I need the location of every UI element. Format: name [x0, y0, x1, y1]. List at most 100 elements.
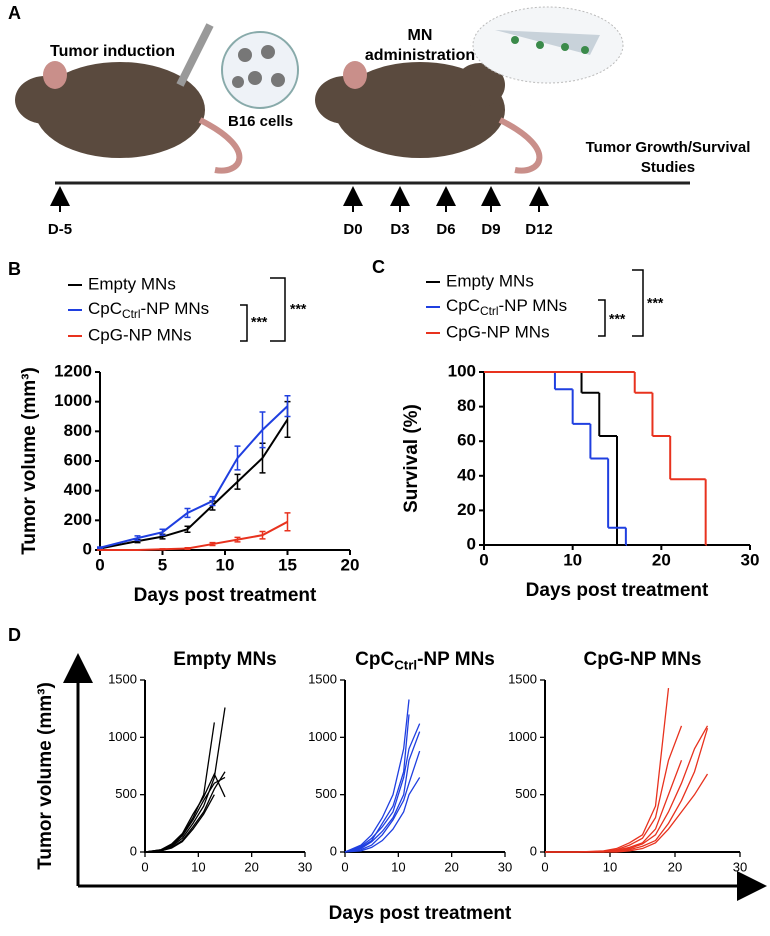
significance: *** [609, 311, 626, 327]
x-tick-label: 0 [141, 859, 148, 874]
y-tick-label: 1200 [54, 361, 92, 380]
error-bar [234, 473, 241, 490]
data-line [344, 777, 421, 853]
y-tick-label: 400 [64, 480, 92, 499]
y-tick-label: 0 [467, 534, 476, 553]
data-line [545, 760, 683, 853]
panel-label: B [8, 259, 21, 279]
y-tick-label: 100 [448, 361, 476, 380]
y-tick-label: 1000 [508, 729, 537, 744]
data-line [344, 699, 410, 853]
axis [144, 680, 305, 853]
axis [99, 372, 350, 551]
data-line [545, 725, 709, 853]
timepoint-label: D3 [390, 221, 409, 238]
x-tick-label: 20 [652, 550, 671, 569]
data-line [99, 405, 289, 549]
chart-title-part: -NP MNs [417, 649, 495, 670]
y-tick-label: 40 [457, 465, 476, 484]
y-axis-label: Survival (%) [401, 404, 422, 513]
y-tick-label: 200 [64, 510, 92, 529]
error-bar [159, 528, 166, 536]
x-tick-label: 10 [391, 859, 405, 874]
data-line [344, 750, 421, 853]
y-tick-label: 0 [83, 539, 92, 558]
y-tick-label: 500 [115, 786, 137, 801]
error-bar [209, 495, 216, 507]
bracket [598, 269, 644, 337]
x-tick-label: 10 [216, 555, 235, 574]
chart-title-part: CpC [355, 649, 394, 670]
x-tick-label: 0 [95, 555, 104, 574]
data-line [344, 714, 410, 853]
y-tick-label: 80 [457, 396, 476, 415]
error-bar [259, 530, 266, 540]
timepoint-label: D6 [436, 221, 455, 238]
data-line [344, 723, 421, 853]
illustration [15, 6, 690, 185]
x-tick-label: 20 [668, 859, 682, 874]
significance: *** [647, 295, 664, 311]
significance: *** [290, 301, 307, 317]
panel-label: C [372, 257, 385, 277]
legend-label-part: -NP MNs [499, 296, 568, 315]
data-line [144, 771, 226, 853]
error-bar [184, 525, 191, 533]
y-tick-label: 600 [64, 450, 92, 469]
error-bar [159, 548, 166, 551]
illustration-label: MN [408, 27, 433, 44]
x-tick-label: 20 [244, 859, 258, 874]
x-tick-label: 0 [341, 859, 348, 874]
panel-label: A [8, 3, 21, 23]
timepoint-label: D12 [525, 221, 553, 238]
error-bar [97, 546, 103, 550]
chart-title: Empty MNs [173, 649, 276, 670]
illustration-label: Studies [641, 159, 695, 176]
legend-label: CpG-NP MNs [446, 322, 550, 341]
timepoint-label: D9 [481, 221, 500, 238]
y-tick-label: 0 [530, 843, 537, 858]
y-tick-label: 1000 [308, 729, 337, 744]
x-tick-label: 20 [341, 555, 360, 574]
y-tick-label: 0 [330, 843, 337, 858]
y-tick-label: 1500 [308, 671, 337, 686]
x-tick-label: 5 [158, 555, 167, 574]
chart-title: CpG-NP MNs [584, 649, 702, 670]
y-axis-label: Tumor volume (mm³) [35, 682, 56, 870]
y-tick-label: 1500 [108, 671, 137, 686]
y-tick-label: 1000 [108, 729, 137, 744]
x-tick-label: 10 [603, 859, 617, 874]
y-tick-label: 1500 [508, 671, 537, 686]
y-tick-label: 500 [515, 786, 537, 801]
x-axis-label: Days post treatment [526, 580, 709, 601]
data-line [545, 773, 709, 853]
significance: *** [251, 314, 268, 330]
y-tick-label: 20 [457, 500, 476, 519]
chart-title-part: Ctrl [394, 657, 417, 672]
error-bar [134, 535, 141, 542]
data-line [100, 520, 288, 551]
y-tick-label: 0 [130, 843, 137, 858]
x-tick-label: 30 [498, 859, 512, 874]
error-bar [284, 512, 291, 532]
x-tick-label: 0 [479, 550, 488, 569]
x-tick-label: 30 [741, 550, 760, 569]
legend-label-part: Ctrl [122, 307, 141, 321]
y-tick-label: 800 [64, 421, 92, 440]
y-axis-label: Tumor volume (mm³) [19, 367, 40, 555]
y-tick-label: 60 [457, 431, 476, 450]
legend-label-part: Ctrl [480, 304, 499, 318]
legend-label: Empty MNs [88, 274, 176, 293]
error-bar [284, 394, 291, 418]
illustration-label: administration [365, 47, 475, 64]
data-line [344, 731, 421, 853]
legend-label-part: CpC [88, 299, 122, 318]
legend-label: Empty MNs [446, 271, 534, 290]
data-line [144, 794, 215, 853]
error-bar [259, 411, 266, 449]
legend-label: CpCCtrl-NP MNs [88, 299, 209, 321]
data-line [545, 727, 709, 853]
axis [544, 680, 740, 853]
legend-label-part: CpC [446, 296, 480, 315]
